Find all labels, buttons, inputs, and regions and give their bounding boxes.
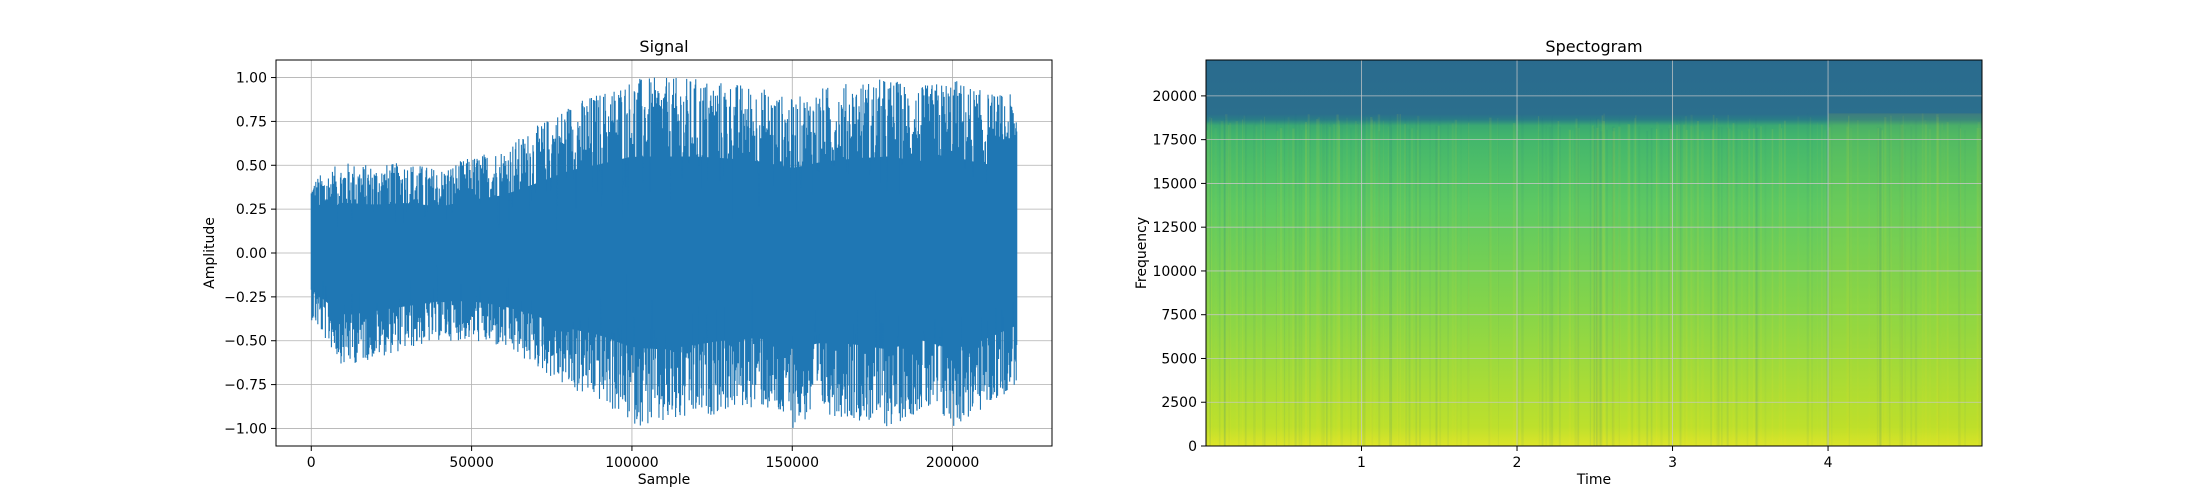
spectrogram-texture (1205, 113, 1982, 447)
signal-waveform (310, 77, 1018, 428)
signal-y-tick-label: −0.50 (224, 334, 267, 350)
spectrogram-y-tick-label: 10000 (1152, 264, 1197, 280)
signal-x-label: Sample (638, 472, 691, 488)
signal-y-tick-label: 0.50 (236, 158, 267, 174)
signal-line (310, 77, 1018, 428)
spectrogram-x-tick-label: 1 (1357, 455, 1366, 471)
signal-chart: Signal 0 50000 100000 150000 200000 −1.00 −0.… (202, 37, 1053, 488)
signal-y-tick-label: 1.00 (236, 71, 267, 87)
signal-x-tick-label: 50000 (449, 455, 494, 471)
signal-title: Signal (639, 37, 688, 56)
signal-y-tick-label: 0.25 (236, 202, 267, 218)
signal-x-tick-label: 100000 (605, 455, 658, 471)
spectrogram-x-tick-label: 2 (1513, 455, 1522, 471)
spectrogram-y-tick-label: 7500 (1161, 308, 1197, 324)
spectrogram-image (1206, 60, 1982, 446)
spectrogram-y-tick-label: 15000 (1152, 176, 1197, 192)
signal-y-tick-label: −0.75 (224, 378, 267, 394)
signal-y-tick-label: −0.25 (224, 290, 267, 306)
signal-y-ticks: −1.00 −0.75 −0.50 −0.25 0.00 0.25 0.50 0.75 1.00 (224, 71, 276, 437)
spectrogram-y-label: Frequency (1134, 217, 1150, 289)
signal-y-tick-label: 0.75 (236, 114, 267, 130)
signal-x-tick-label: 0 (307, 455, 316, 471)
spectrogram-y-tick-label: 20000 (1152, 89, 1197, 105)
spectrogram-y-ticks: 0 2500 5000 7500 10000 12500 15000 17500 20000 (1152, 89, 1206, 455)
signal-x-tick-label: 150000 (766, 455, 819, 471)
spectrogram-x-ticks: 1 2 3 4 (1357, 446, 1833, 471)
spectrogram-chart: Spectogram 1 2 3 4 0 2500 5000 7500 10000 12500 1… (1134, 37, 1983, 488)
spectrogram-y-tick-label: 17500 (1152, 133, 1197, 149)
signal-x-tick-label: 200000 (926, 455, 979, 471)
spectrogram-x-tick-label: 4 (1824, 455, 1833, 471)
spectrogram-y-tick-label: 0 (1188, 439, 1197, 455)
signal-y-label: Amplitude (202, 217, 218, 289)
signal-x-ticks: 0 50000 100000 150000 200000 (307, 446, 979, 471)
spectrogram-frame (1205, 59, 1983, 447)
signal-y-tick-label: −1.00 (224, 421, 267, 437)
spectrogram-x-label: Time (1576, 472, 1611, 488)
signal-y-tick-label: 0.00 (236, 246, 267, 262)
spectrogram-title: Spectogram (1545, 37, 1642, 56)
spectrogram-y-tick-label: 12500 (1152, 220, 1197, 236)
spectrogram-x-tick-label: 3 (1668, 455, 1677, 471)
spectrogram-bright-segment (1828, 113, 1982, 447)
spectrogram-y-tick-label: 2500 (1161, 395, 1197, 411)
spectrogram-y-tick-label: 5000 (1161, 351, 1197, 367)
